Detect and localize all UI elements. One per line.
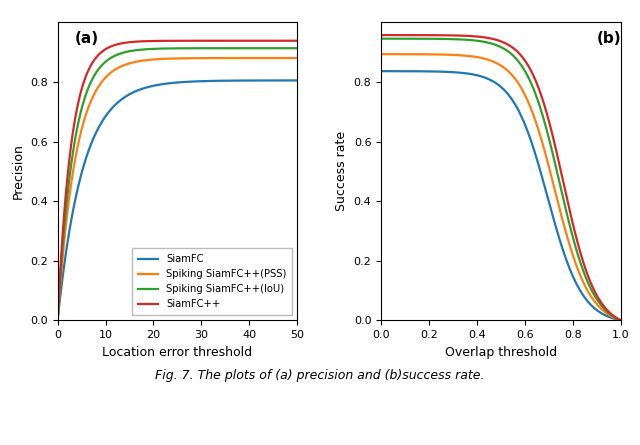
SiamFC++	[293, 38, 301, 44]
SiamFC++	[159, 38, 167, 44]
Legend: SiamFC, Spiking SiamFC++(PSS), Spiking SiamFC++(IoU), SiamFC++: SiamFC, Spiking SiamFC++(PSS), Spiking S…	[132, 248, 292, 316]
Spiking SiamFC++(IoU)	[293, 45, 301, 51]
Y-axis label: Success rate: Success rate	[335, 131, 348, 211]
SiamFC	[218, 78, 226, 83]
Spiking SiamFC++(IoU)	[159, 46, 167, 51]
SiamFC++	[245, 38, 253, 44]
Spiking SiamFC++(PSS)	[150, 57, 158, 62]
SiamFC	[241, 78, 248, 83]
Spiking SiamFC++(PSS)	[54, 318, 61, 323]
Spiking SiamFC++(IoU)	[150, 46, 158, 52]
SiamFC	[159, 81, 167, 87]
Text: (a): (a)	[74, 31, 99, 46]
SiamFC	[54, 318, 61, 323]
Text: (b): (b)	[597, 31, 621, 46]
SiamFC	[78, 169, 86, 174]
Spiking SiamFC++(PSS)	[218, 55, 226, 61]
Spiking SiamFC++(IoU)	[241, 45, 248, 51]
SiamFC++	[150, 38, 158, 44]
SiamFC++	[218, 38, 226, 44]
Spiking SiamFC++(PSS)	[241, 55, 248, 61]
Spiking SiamFC++(IoU)	[245, 45, 253, 51]
Spiking SiamFC++(IoU)	[54, 318, 61, 323]
Y-axis label: Precision: Precision	[12, 143, 24, 199]
Line: Spiking SiamFC++(IoU): Spiking SiamFC++(IoU)	[58, 48, 297, 320]
Text: Fig. 7. The plots of (a) precision and (b)success rate.: Fig. 7. The plots of (a) precision and (…	[156, 369, 484, 382]
SiamFC++	[78, 85, 86, 90]
Line: Spiking SiamFC++(PSS): Spiking SiamFC++(PSS)	[58, 58, 297, 320]
Spiking SiamFC++(PSS)	[245, 55, 253, 61]
SiamFC	[150, 83, 158, 88]
Spiking SiamFC++(PSS)	[293, 55, 301, 61]
SiamFC	[293, 78, 301, 83]
Line: SiamFC: SiamFC	[58, 81, 297, 320]
Spiking SiamFC++(IoU)	[78, 105, 86, 110]
SiamFC++	[241, 38, 248, 44]
Spiking SiamFC++(PSS)	[159, 56, 167, 61]
Spiking SiamFC++(PSS)	[78, 125, 86, 130]
X-axis label: Overlap threshold: Overlap threshold	[445, 346, 557, 359]
X-axis label: Location error threshold: Location error threshold	[102, 346, 253, 359]
SiamFC	[245, 78, 253, 83]
Spiking SiamFC++(IoU)	[218, 45, 226, 51]
Line: SiamFC++: SiamFC++	[58, 41, 297, 320]
SiamFC++	[54, 318, 61, 323]
